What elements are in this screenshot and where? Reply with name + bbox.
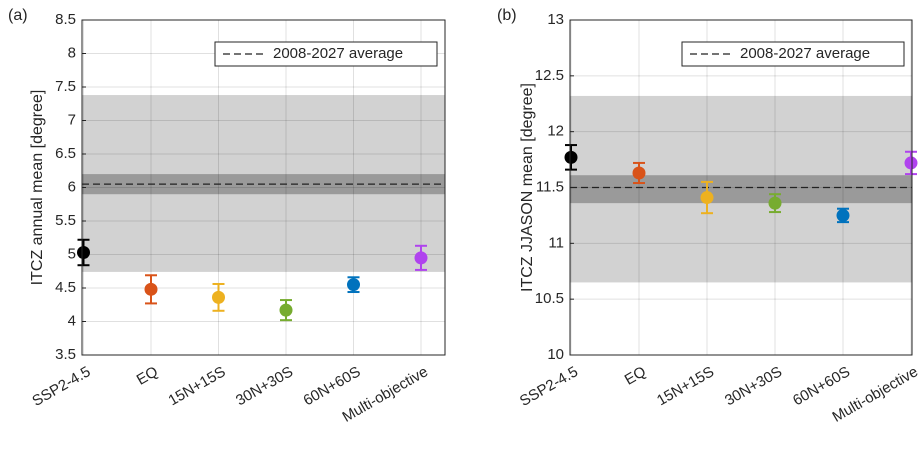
x-tick-label: 15N+15S xyxy=(165,363,228,409)
y-tick-label: 4.5 xyxy=(55,279,76,296)
point xyxy=(279,303,293,317)
point xyxy=(564,150,578,164)
point xyxy=(632,166,646,180)
y-tick-label: 12.5 xyxy=(535,67,564,84)
y-tick-label: 13 xyxy=(547,11,564,28)
y-tick-label: 5.5 xyxy=(55,212,76,229)
y-tick-label: 12 xyxy=(547,123,564,140)
axes-box xyxy=(569,19,913,356)
panel: 10 10.5 11 11.5 12 12.5 13 SSP2-4.5 EQ 15N+15S 30N… xyxy=(497,7,921,426)
x-tick-label: SSP2-4.5 xyxy=(29,363,93,410)
panel-label: (a) xyxy=(8,7,28,24)
y-tick-label: 3.5 xyxy=(55,346,76,363)
point xyxy=(77,245,90,259)
x-tick-label: 30N+30S xyxy=(233,363,296,409)
y-tick-label: 10.5 xyxy=(535,290,564,307)
x-tick-label: 15N+15S xyxy=(654,363,717,409)
point xyxy=(414,251,428,265)
legend-label: 2008-2027 average xyxy=(740,45,870,62)
point xyxy=(347,278,360,292)
y-tick-label: 5 xyxy=(68,245,76,262)
x-tick-label: EQ xyxy=(622,363,649,389)
axes-box xyxy=(81,19,446,356)
point xyxy=(768,196,782,210)
y-tick-label: 6.5 xyxy=(55,145,76,162)
x-tick-label: SSP2-4.5 xyxy=(517,363,581,410)
y-axis-label: ITCZ JJASON mean [degree] xyxy=(519,83,536,292)
x-tick-label: 30N+30S xyxy=(722,363,785,409)
y-tick-label: 7 xyxy=(68,111,76,128)
panel: 3.5 4 4.5 5 5.5 6 6.5 7 7.5 8 8.5 SSP2-4.5 EQ 15N+15S… xyxy=(8,7,446,426)
y-tick-label: 11 xyxy=(548,234,564,251)
y-tick-label: 11.5 xyxy=(536,178,564,195)
y-tick-label: 7.5 xyxy=(55,78,76,95)
point xyxy=(700,191,714,205)
y-axis-label: ITCZ annual mean [degree] xyxy=(29,90,46,286)
panel-label: (b) xyxy=(497,7,517,24)
x-tick-label: EQ xyxy=(134,363,161,389)
y-tick-label: 4 xyxy=(68,312,76,329)
point xyxy=(904,156,918,170)
shaded-band xyxy=(570,175,912,204)
point xyxy=(212,290,225,304)
y-tick-label: 10 xyxy=(547,346,564,363)
point xyxy=(144,282,158,296)
y-tick-label: 8 xyxy=(68,44,76,61)
y-tick-label: 8.5 xyxy=(55,11,76,28)
point xyxy=(836,208,850,222)
legend-label: 2008-2027 average xyxy=(273,45,403,62)
y-tick-label: 6 xyxy=(68,178,76,195)
